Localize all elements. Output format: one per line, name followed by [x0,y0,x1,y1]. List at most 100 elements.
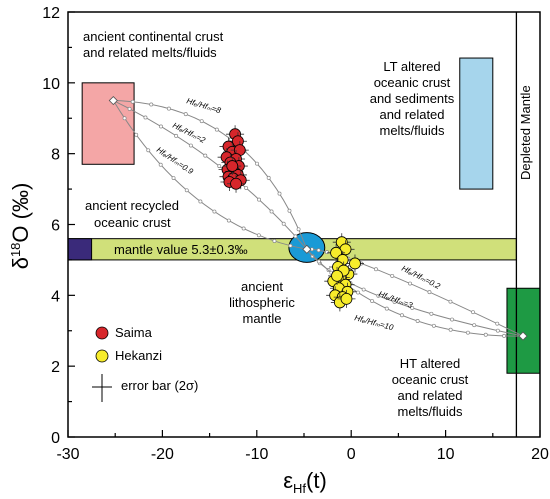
mix-curve-2-node [174,133,179,138]
mix-curve-3-node [410,305,415,310]
mix-curve-3-node [450,317,454,322]
mix-curve-0.2-node [374,267,378,272]
recycled-crust-box [67,238,93,261]
mix-curve-3-node [392,299,397,304]
litho-label-line-3: mantle [242,311,281,326]
legend-saima-label: Saima [115,325,153,340]
mix-curve-3-node [429,311,434,316]
mix-curve-3-node [472,323,477,328]
y-tick-label: 6 [51,218,60,235]
mix-curve-2-node [293,234,298,239]
mix-curve-8-node [296,227,301,232]
mix-curve-0.9-node [212,209,217,214]
mix-curve-2-node [257,197,262,202]
x-axis-title: εHf(t) [283,468,327,496]
litho-label-line-1: ancient [241,279,283,294]
mix-curve-0.9-node [146,148,151,153]
crust-endmember-diamond [108,95,118,106]
mix-curve-10-node [448,327,453,332]
saima-point [226,160,239,172]
x-tick-label: 10 [437,446,455,463]
curve-label-2: Hfₑ/Hfₘ=2 [171,121,207,145]
continental-crust-box [81,82,135,165]
x-tick-label: 20 [531,446,549,463]
mix-curve-8-node [214,127,219,132]
mix-curve-3-node [495,328,500,333]
mix-curve-10-node [316,259,321,264]
ht-label-line-4: melts/fluids [397,404,463,419]
mix-curve-0.2-node [390,273,395,278]
lt-label-line-5: melts/fluids [379,123,445,138]
y-tick-label: 0 [51,430,60,447]
mix-curve-0.2-node [471,310,476,315]
mix-curve-10-node [356,290,360,295]
mix-curve-0.9-node [158,162,163,167]
mix-curve-0.9-node [122,116,127,121]
mix-curve-0.2-node [495,321,500,326]
mantle-endmember-diamond [302,244,312,254]
mix-curve-0.2-node [408,281,412,286]
y-tick-label: 8 [51,147,60,164]
mix-curve-8-node [266,175,271,180]
mix-curve-8-node [149,102,154,107]
mix-curve-10-node [415,319,420,323]
mix-curve-0.9-node [198,199,203,204]
mix-curve-2-node [188,143,193,148]
lt-altered-crust-box [459,57,494,190]
hekanzi-point [340,292,353,305]
y-tick-label: 4 [51,288,60,305]
mix-curve-10-node [483,332,488,337]
mix-curve-10-node [502,333,507,338]
recycled-label-line-1: ancient recycled [85,198,179,213]
mix-curve-0.9-node [134,132,139,137]
mix-curve-10-node [384,306,389,311]
y-tick-label: 2 [51,359,60,376]
mix-curve-0.9-node [184,188,189,193]
y-tick-label: 12 [42,5,60,22]
y-tick-label: 10 [42,76,60,93]
ht-label-line-1: HT altered [400,356,460,371]
mix-curve-2-node [203,153,208,158]
x-tick-label: 0 [347,446,356,463]
mix-curve-3-node [361,287,366,292]
mix-curve-10-node [431,323,436,328]
mixing-curves-layer [108,95,528,341]
x-tick-label: -10 [245,446,268,463]
mix-curve-2-node [217,164,222,169]
ht-label-line-2: oceanic crust [392,372,469,387]
legend-saima-marker [95,326,109,340]
mix-curve-2-node [269,209,274,214]
x-tick-label: -20 [151,446,174,463]
ht-label-line-3: and related [397,388,462,403]
lt-label-line-1: LT altered [383,59,440,74]
mix-curve-8-node [287,208,292,213]
mix-curve-10-node [399,313,404,318]
mix-curve-0.9-node [241,226,246,231]
curve-label-8: Hfₑ/Hfₘ=8 [185,96,222,115]
data-points-layer [92,125,364,402]
ht-endmember-diamond [518,331,528,341]
curve-label-0.9: Hfₑ/Hfₘ=0.9 [155,145,195,176]
mix-curve-8-node [255,161,259,166]
mix-curve-0.2-node [448,299,453,304]
hekanzi-point [331,269,343,282]
mantle-value-label: mantle value 5.3±0.3‰ [114,242,248,257]
mix-curve-8-node [183,112,188,117]
continental-label-line-2: and related melts/fluids [83,45,217,60]
lt-label-line-3: and sediments [370,91,455,106]
mix-curve-8-node [277,191,282,196]
mix-curve-0.9-node [272,239,277,244]
recycled-label-line-2: oceanic crust [94,215,171,230]
hekanzi-point [349,257,361,270]
mix-curve-2-node [281,221,286,226]
lt-label-line-2: oceanic crust [374,75,451,90]
legend-hekanzi-label: Hekanzi [115,348,162,363]
error-bar-label: error bar (2σ) [121,378,198,393]
legend-hekanzi-marker [95,349,109,363]
lt-label-line-4: and related [379,107,444,122]
mix-curve-8-node [199,119,204,124]
mix-curve-10-node [465,330,470,335]
mix-curve-2-node [159,124,163,129]
mix-curve-2-node [244,186,249,190]
curve-label-0.2: Hfₑ/Hfₘ=0.2 [400,264,442,291]
